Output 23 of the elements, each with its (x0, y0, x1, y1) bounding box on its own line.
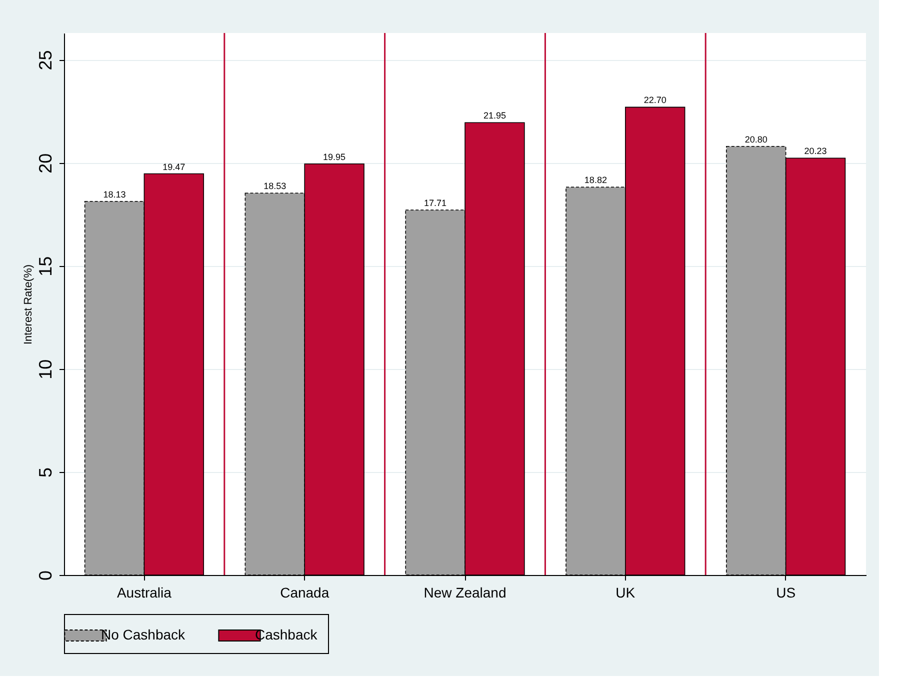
y-tick-label: 15 (36, 256, 56, 276)
legend-label: No Cashback (101, 626, 186, 643)
y-tick-label: 10 (36, 359, 56, 380)
x-tick-label: UK (616, 584, 636, 600)
data-label: 18.82 (584, 175, 607, 186)
y-tick-label: 0 (36, 570, 56, 581)
data-label: 22.70 (644, 95, 666, 106)
x-tick-label: US (776, 584, 796, 600)
y-axis-title: Interest Rate(%) (22, 264, 34, 345)
y-tick-label: 25 (36, 50, 56, 70)
data-label: 19.47 (162, 162, 186, 172)
y-tick-label: 20 (36, 153, 56, 174)
data-label: 17.71 (424, 198, 447, 208)
data-label: 18.13 (103, 189, 126, 200)
x-tick-label: Australia (116, 584, 172, 600)
x-tick-label: New Zealand (424, 584, 506, 600)
data-label: 20.80 (744, 134, 768, 144)
data-label: 18.53 (264, 181, 286, 192)
y-tick-label: 5 (36, 467, 56, 478)
data-label: 21.95 (483, 110, 506, 121)
x-tick-label: Canada (280, 584, 330, 600)
data-label: 20.23 (804, 146, 827, 156)
data-label: 19.95 (323, 152, 346, 162)
